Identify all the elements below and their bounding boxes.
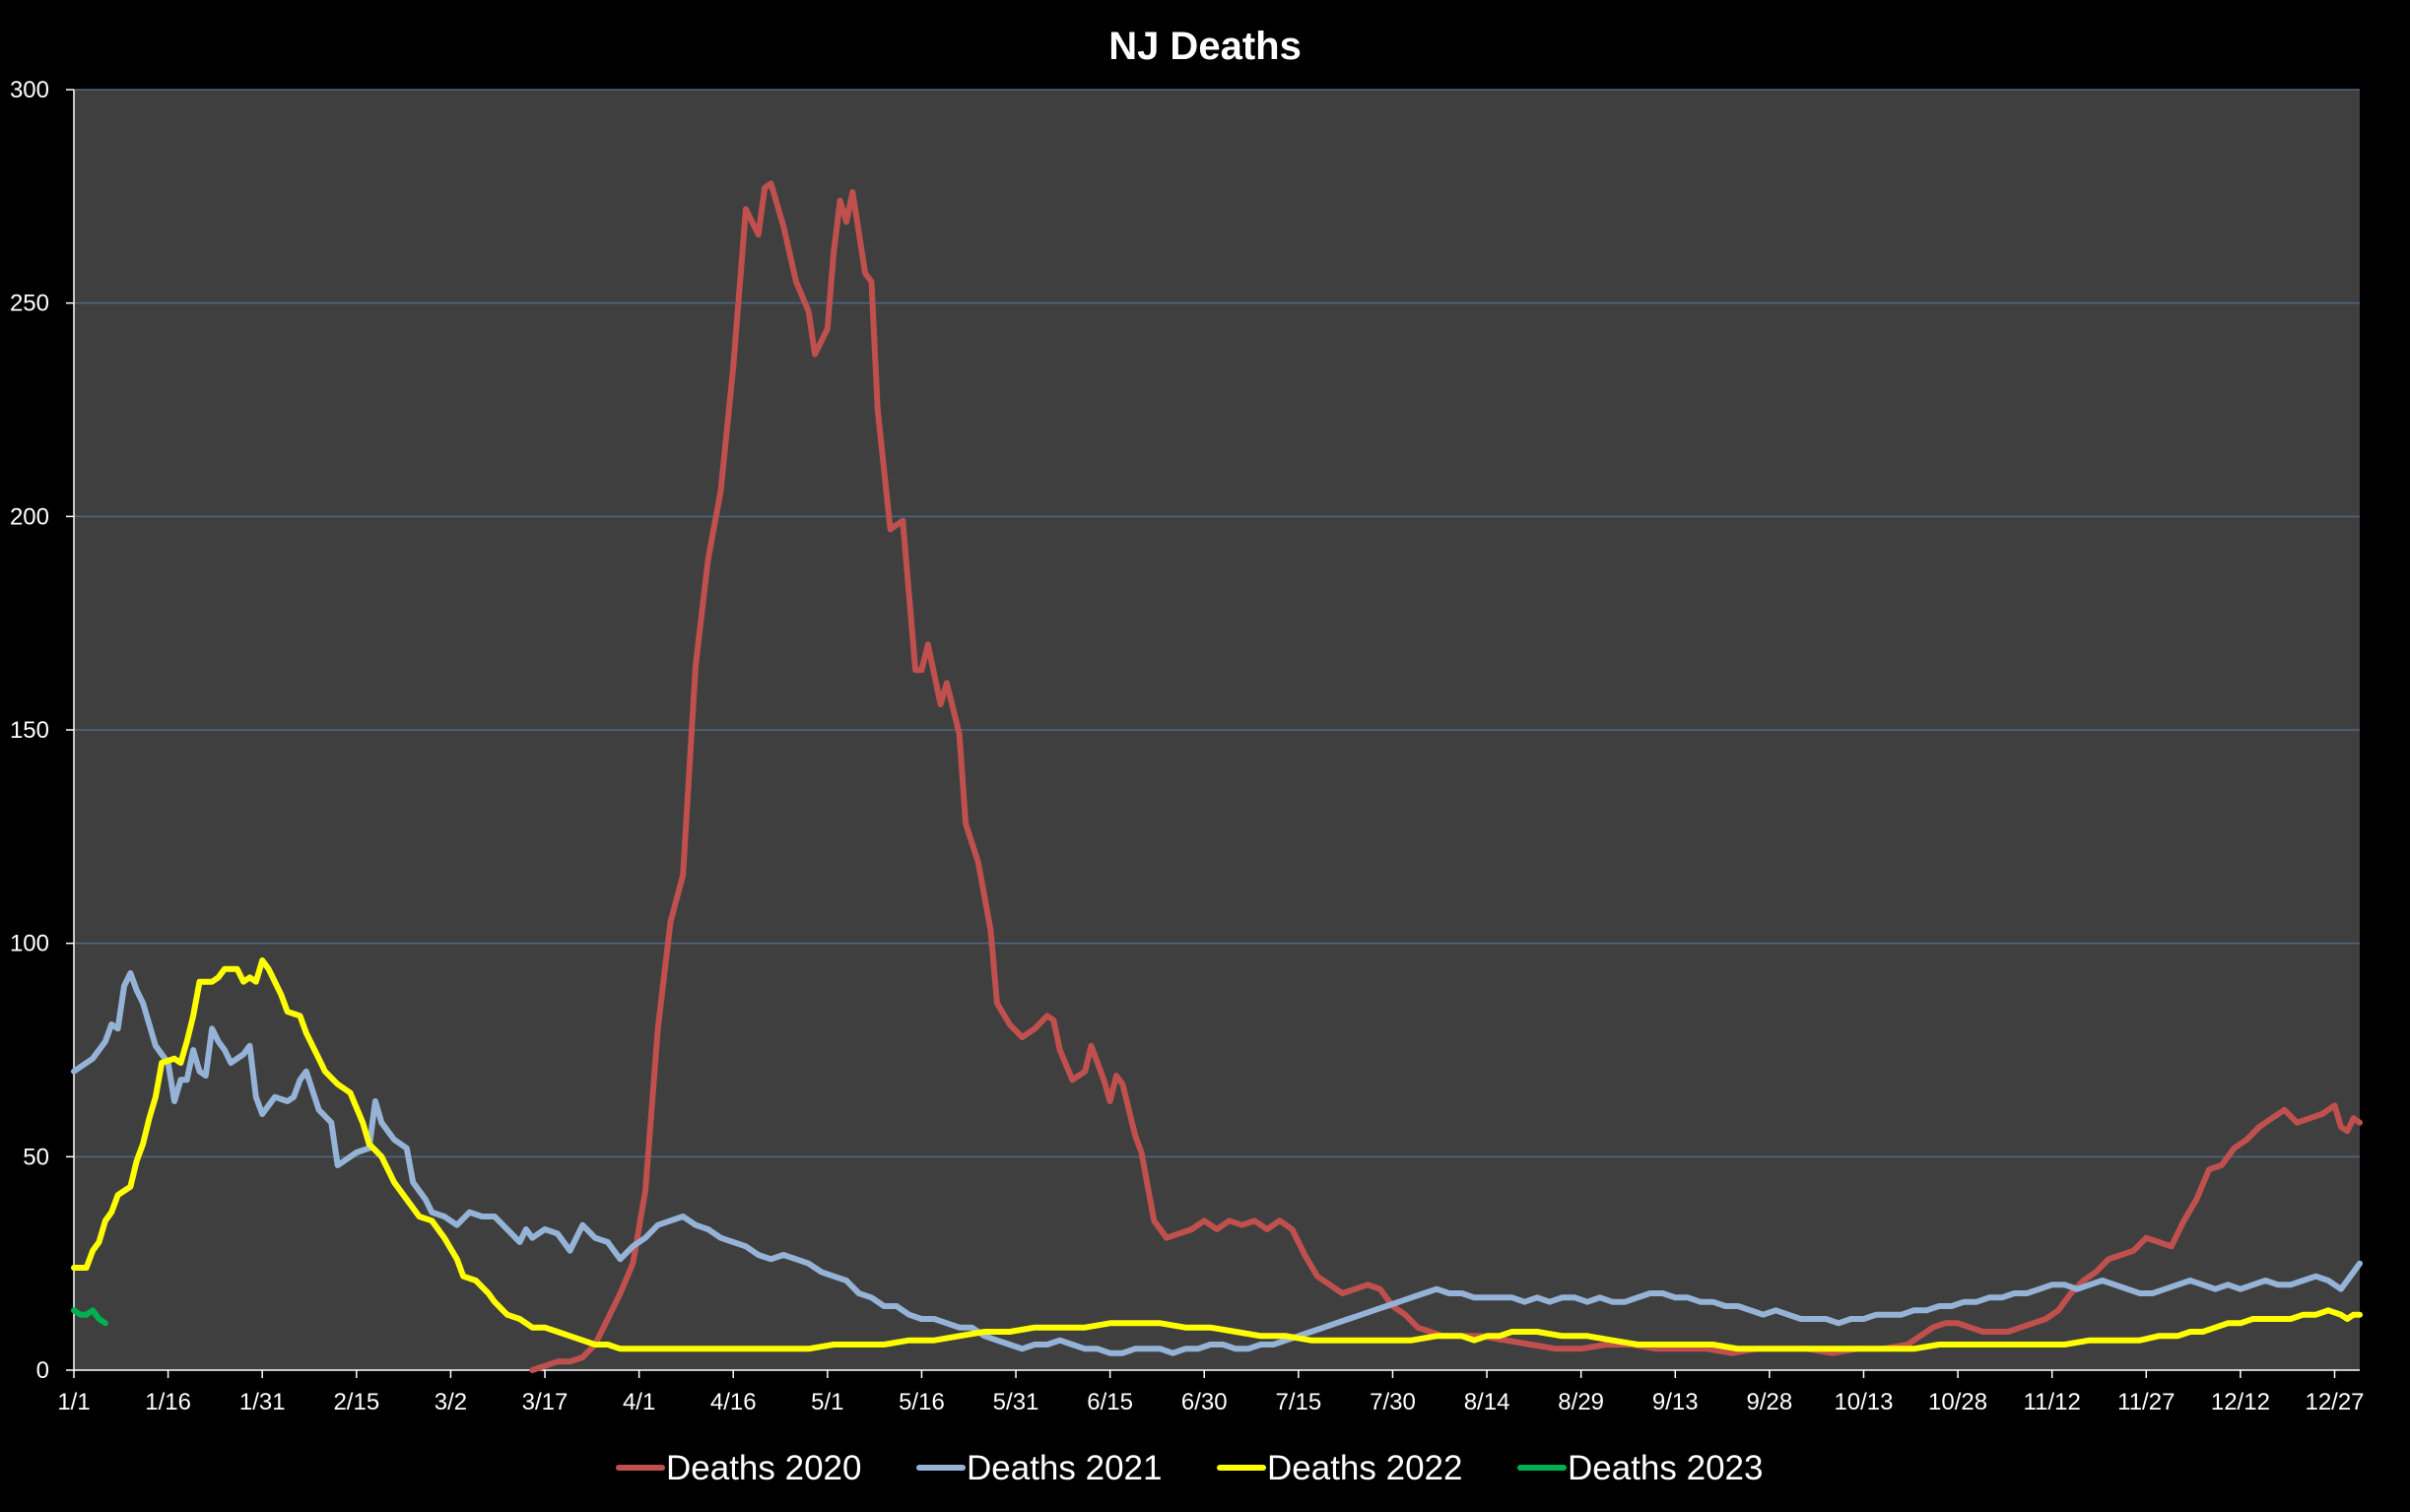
x-tick-label: 2/15 bbox=[333, 1389, 379, 1415]
chart-title: NJ Deaths bbox=[1108, 25, 1302, 68]
series-lines bbox=[71, 180, 2363, 1373]
x-tick-label: 3/2 bbox=[435, 1389, 467, 1415]
x-tick-label: 5/1 bbox=[811, 1389, 843, 1415]
series-line-deaths-2023 bbox=[71, 1307, 108, 1327]
legend-label-deaths-2023: Deaths 2023 bbox=[1568, 1449, 1763, 1487]
legend: Deaths 2020 Deaths 2021 Deaths 2022 Deaths … bbox=[616, 1449, 1763, 1487]
y-tick-label: 100 bbox=[10, 931, 49, 957]
x-tick-label: 12/12 bbox=[2211, 1389, 2270, 1415]
x-tick-label: 4/1 bbox=[623, 1389, 655, 1415]
y-tick-label: 300 bbox=[10, 77, 49, 103]
x-tick-label: 8/29 bbox=[1558, 1389, 1604, 1415]
x-tick-label: 1/1 bbox=[57, 1389, 90, 1415]
legend-label-deaths-2020: Deaths 2020 bbox=[666, 1449, 861, 1487]
x-tick-label: 6/30 bbox=[1181, 1389, 1228, 1415]
x-tick-label: 10/13 bbox=[1834, 1389, 1893, 1415]
x-tick-label: 7/30 bbox=[1370, 1389, 1416, 1415]
y-tick-label: 0 bbox=[36, 1357, 49, 1384]
y-axis: 0 50 100 150 200 250 300 bbox=[10, 77, 75, 1384]
x-tick-label: 9/13 bbox=[1652, 1389, 1699, 1415]
x-tick-label: 9/28 bbox=[1747, 1389, 1793, 1415]
y-tick-label: 200 bbox=[10, 503, 49, 530]
series-line-deaths-2020 bbox=[529, 180, 2363, 1373]
x-tick-label: 1/31 bbox=[239, 1389, 286, 1415]
y-tick-label: 150 bbox=[10, 717, 49, 744]
gridlines bbox=[74, 89, 2360, 1158]
x-tick-label: 3/17 bbox=[522, 1389, 569, 1415]
y-tick-label: 50 bbox=[23, 1144, 49, 1170]
x-tick-label: 4/16 bbox=[710, 1389, 757, 1415]
x-axis: 1/1 1/16 1/31 2/15 3/2 3/17 4/1 4/16 5/1 5/16 5/31… bbox=[57, 1369, 2365, 1415]
legend-label-deaths-2022: Deaths 2022 bbox=[1267, 1449, 1462, 1487]
x-tick-label: 5/31 bbox=[993, 1389, 1039, 1415]
legend-label-deaths-2021: Deaths 2021 bbox=[967, 1449, 1162, 1487]
x-tick-label: 5/16 bbox=[899, 1389, 945, 1415]
x-tick-label: 1/16 bbox=[145, 1389, 191, 1415]
x-tick-label: 10/28 bbox=[1928, 1389, 1987, 1415]
series-line-deaths-2022 bbox=[71, 957, 2363, 1352]
series-line-deaths-2021 bbox=[71, 970, 2363, 1356]
x-tick-label: 6/15 bbox=[1087, 1389, 1133, 1415]
x-tick-label: 11/27 bbox=[2117, 1389, 2175, 1415]
y-tick-label: 250 bbox=[10, 291, 49, 317]
x-tick-label: 11/12 bbox=[2024, 1389, 2081, 1415]
x-tick-label: 8/14 bbox=[1464, 1389, 1510, 1415]
x-tick-label: 12/27 bbox=[2305, 1389, 2364, 1415]
x-tick-label: 7/15 bbox=[1275, 1389, 1321, 1415]
